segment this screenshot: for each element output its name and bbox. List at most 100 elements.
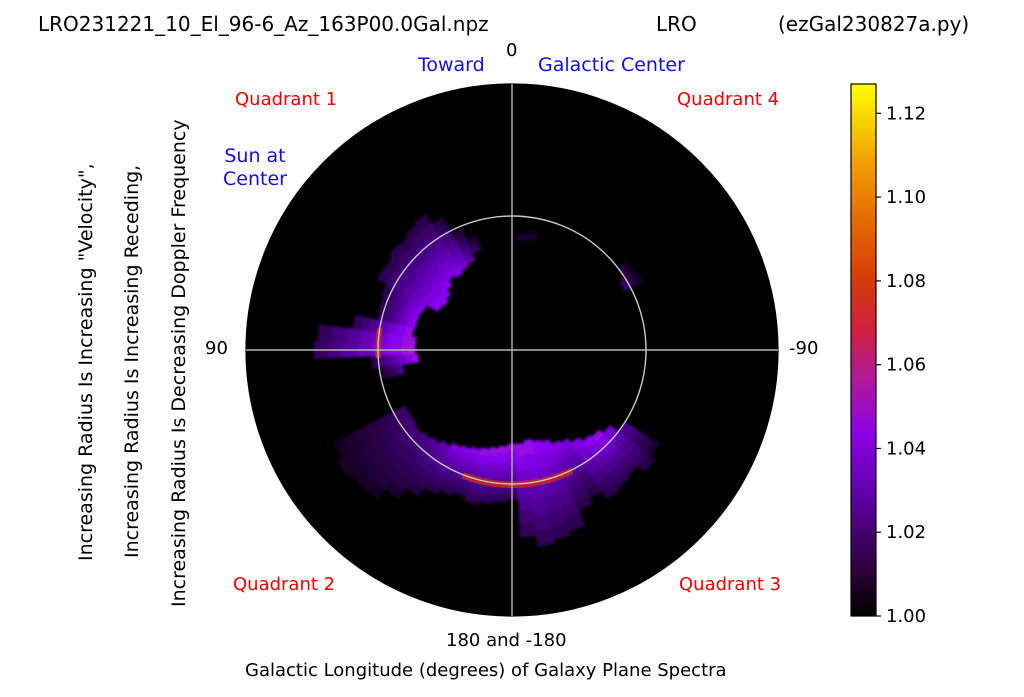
spectrum-cell: [416, 467, 433, 483]
colorbar-tick-label: 1.06: [886, 355, 926, 376]
spectrum-cell: [393, 313, 402, 326]
spectrum-cell: [544, 494, 563, 512]
spectrum-cell: [459, 445, 472, 456]
spectrum-cell: [556, 488, 575, 506]
spectrum-cell: [570, 486, 588, 502]
spectrum-cell: [432, 468, 448, 482]
spectrum-cell: [622, 460, 639, 477]
spectrum-cell: [384, 355, 393, 367]
x-axis-label: Galactic Longitude (degrees) of Galaxy P…: [245, 660, 727, 681]
spectrum-cell: [379, 296, 389, 310]
spectrum-cell: [401, 270, 417, 286]
spectrum-cell: [399, 364, 405, 375]
spectrum-cell: [377, 445, 396, 465]
spectrum-cell: [423, 246, 439, 261]
spectrum-cell: [444, 238, 458, 251]
spectrum-cell: [621, 278, 631, 291]
spectrum-cell: [645, 440, 660, 457]
spectrum-cell: [470, 245, 481, 252]
spectrum-cell: [453, 233, 466, 243]
spectrum-cell: [540, 439, 555, 455]
spectrum-cell: [566, 476, 584, 492]
spectrum-cell: [455, 451, 469, 463]
spectrum-cell: [435, 223, 451, 238]
spectrum-cell: [317, 324, 334, 343]
spectrum-cell: [385, 273, 401, 289]
spectrum-cell: [525, 453, 539, 471]
spectrum-cell: [469, 243, 480, 250]
spectrum-cell: [343, 431, 362, 453]
spectrum-cell: [625, 261, 635, 274]
spectrum-cell: [421, 460, 438, 476]
spectrum-cell: [516, 456, 528, 471]
spectrum-cell: [491, 493, 506, 503]
spectrum-cell: [405, 481, 424, 498]
spectrum-cell: [619, 266, 628, 278]
spectrum-cell: [401, 335, 417, 346]
spectrum-cell: [457, 259, 469, 271]
spectrum-cell: [404, 316, 413, 328]
spectrum-cell: [391, 354, 400, 366]
spectrum-cell: [526, 237, 537, 241]
spectrum-cell: [601, 439, 616, 454]
spectrum-cell: [570, 437, 585, 451]
spectrum-cell: [376, 267, 392, 285]
spectrum-cell: [426, 453, 442, 468]
spectrum-cell: [403, 326, 414, 338]
spectrum-cell: [385, 480, 405, 499]
spectrum-cell: [471, 248, 481, 254]
spectrum-cell: [463, 459, 477, 470]
spectrum-cell: [445, 470, 461, 483]
spectrum-cell: [392, 263, 409, 280]
spectrum-cell: [526, 233, 538, 237]
spectrum-cell: [580, 476, 598, 491]
spectrum-cell: [389, 454, 408, 473]
spectrum-cell: [465, 256, 476, 265]
spectrum-cell: [429, 299, 442, 312]
tick-label-90: 90: [205, 338, 228, 359]
spectrum-cell: [398, 315, 407, 327]
spectrum-cell: [359, 459, 379, 481]
spectrum-cell: [541, 480, 558, 498]
spectrum-cell: [394, 278, 409, 294]
quadrant-2-label: Quadrant 2: [233, 574, 336, 595]
spectrum-cell: [399, 414, 417, 432]
spectrum-cell: [396, 364, 402, 376]
spectrum-cell: [450, 264, 464, 278]
chart-title-station: LRO: [656, 12, 697, 36]
spectrum-cell: [452, 485, 468, 497]
spectrum-cell: [345, 328, 361, 344]
spectrum-cell: [621, 264, 631, 276]
spectrum-cell: [397, 446, 416, 465]
spectrum-cell: [587, 441, 602, 455]
spectrum-cell: [398, 354, 406, 366]
spectrum-cell: [516, 239, 527, 242]
spectrum-cell: [378, 355, 386, 368]
spectrum-cell: [432, 239, 448, 255]
spectrum-cell: [409, 318, 418, 329]
spectrum-cell: [363, 477, 385, 499]
spectrum-cell: [352, 314, 364, 331]
sun-center-label: Center: [223, 168, 287, 190]
spectrum-cell: [612, 450, 628, 466]
spectrum-cell: [591, 429, 605, 443]
spectrum-cell: [523, 438, 536, 456]
spectrum-cell: [359, 329, 375, 345]
spectrum-cell: [479, 486, 495, 497]
spectrum-cell: [419, 257, 434, 272]
spectrum-cell: [448, 245, 462, 258]
spectrum-cell: [592, 447, 608, 462]
spectrum-cell: [466, 485, 482, 497]
tick-label-neg90: -90: [789, 338, 819, 359]
spectrum-cell: [620, 265, 629, 277]
spectrum-cell: [427, 288, 441, 302]
colorbar-tick-label: 1.12: [886, 103, 926, 124]
spectrum-cell: [473, 462, 487, 473]
spectrum-cell: [361, 316, 372, 332]
spectrum-cell: [516, 237, 527, 240]
spectrum-cell: [455, 479, 471, 491]
spectrum-cell: [465, 234, 477, 241]
spectrum-cell: [602, 424, 617, 439]
peak-cell: [473, 476, 482, 485]
